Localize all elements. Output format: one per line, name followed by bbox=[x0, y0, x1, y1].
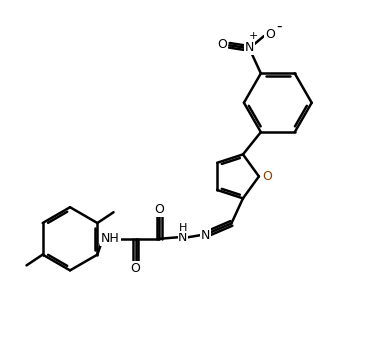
Text: N: N bbox=[201, 229, 210, 242]
Text: O: O bbox=[265, 28, 275, 41]
Text: N: N bbox=[245, 41, 254, 54]
Text: NH: NH bbox=[101, 231, 120, 245]
Text: H: H bbox=[179, 223, 187, 233]
Text: O: O bbox=[217, 38, 227, 51]
Text: O: O bbox=[154, 203, 164, 216]
Text: N: N bbox=[178, 231, 188, 244]
Text: +: + bbox=[249, 31, 259, 41]
Text: O: O bbox=[262, 170, 272, 183]
Text: O: O bbox=[131, 262, 140, 275]
Text: -: - bbox=[276, 19, 281, 34]
